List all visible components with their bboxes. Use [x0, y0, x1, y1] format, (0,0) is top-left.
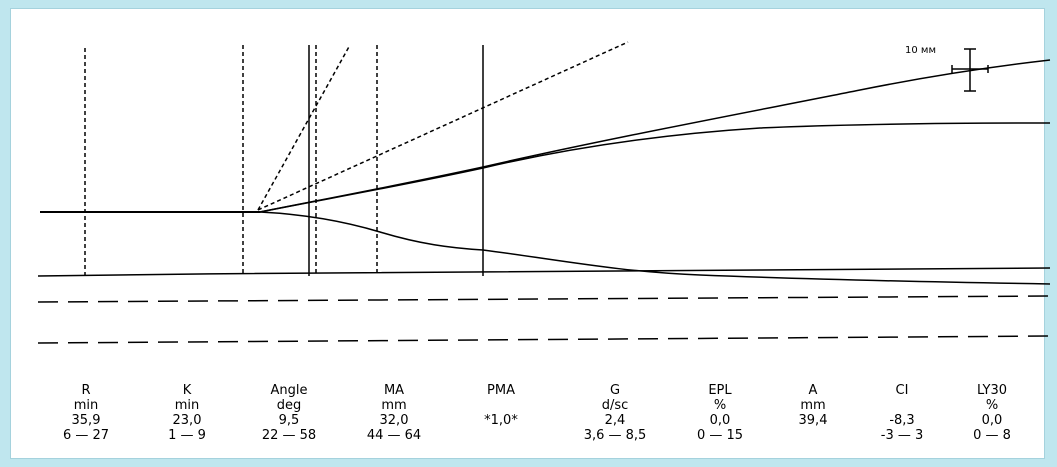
param-g: G d/sc 2,4 3,6 — 8,5 [565, 383, 665, 443]
upper-trace-inner [259, 122, 1051, 213]
param-unit: d/sc [601, 398, 629, 413]
angle-tangent-steep [257, 44, 351, 211]
param-epl: EPL % 0,0 0 — 15 [670, 383, 770, 443]
param-name: LY30 [977, 383, 1007, 398]
param-name: CI [895, 383, 909, 398]
param-name: A [808, 383, 818, 398]
param-unit: min [73, 398, 99, 413]
param-unit [451, 398, 551, 413]
param-range: 0 — 8 [973, 428, 1011, 443]
param-value: 0,0 [709, 413, 731, 428]
lower-axis-line [37, 267, 1051, 277]
param-value: 2,4 [604, 413, 626, 428]
param-range: 44 — 64 [366, 428, 422, 443]
param-value: 35,9 [71, 413, 101, 428]
param-unit: % [713, 398, 727, 413]
reference-dash-line-2 [37, 335, 1053, 344]
param-ma: MA mm 32,0 44 — 64 [344, 383, 444, 443]
param-name: Angle [270, 383, 308, 398]
param-a: A mm 39,4 [763, 383, 863, 443]
param-value: 23,0 [172, 413, 202, 428]
param-range: 0 — 15 [696, 428, 744, 443]
param-range: 22 — 58 [261, 428, 317, 443]
param-pma: PMA *1,0* [451, 383, 551, 443]
param-k: K min 23,0 1 — 9 [137, 383, 237, 443]
param-ci: CI -8,3 -3 — 3 [852, 383, 952, 443]
param-unit: min [174, 398, 200, 413]
param-value: *1,0* [484, 413, 518, 428]
param-value: 0,0 [981, 413, 1003, 428]
param-range: 6 — 27 [62, 428, 110, 443]
lower-trace [259, 211, 1051, 285]
param-unit: % [985, 398, 999, 413]
param-name: MA [383, 383, 405, 398]
param-unit: mm [381, 398, 407, 413]
param-r: R min 35,9 6 — 27 [36, 383, 136, 443]
teg-panel [10, 8, 1045, 459]
param-unit: deg [276, 398, 302, 413]
param-name: K [182, 383, 192, 398]
param-range: -3 — 3 [880, 428, 924, 443]
param-value: 9,5 [278, 413, 300, 428]
param-range: 1 — 9 [168, 428, 206, 443]
param-name: G [609, 383, 621, 398]
param-value: -8,3 [889, 413, 915, 428]
param-unit [852, 398, 952, 413]
param-name: EPL [708, 383, 732, 398]
angle-tangent-shallow [257, 41, 629, 211]
param-range [451, 428, 551, 443]
param-range: 3,6 — 8,5 [583, 428, 647, 443]
param-value: 32,0 [379, 413, 409, 428]
param-name: R [81, 383, 91, 398]
param-angle: Angle deg 9,5 22 — 58 [239, 383, 339, 443]
scale-label: 10 мм [905, 45, 936, 56]
param-unit: mm [800, 398, 826, 413]
param-range [763, 428, 863, 443]
parameter-table: R min 35,9 6 — 27 K min 23,0 1 — 9 Angle… [30, 383, 1040, 458]
param-value: 39,4 [798, 413, 828, 428]
param-name: PMA [487, 383, 515, 398]
param-ly30: LY30 % 0,0 0 — 8 [942, 383, 1042, 443]
reference-dash-line-1 [37, 295, 1053, 303]
